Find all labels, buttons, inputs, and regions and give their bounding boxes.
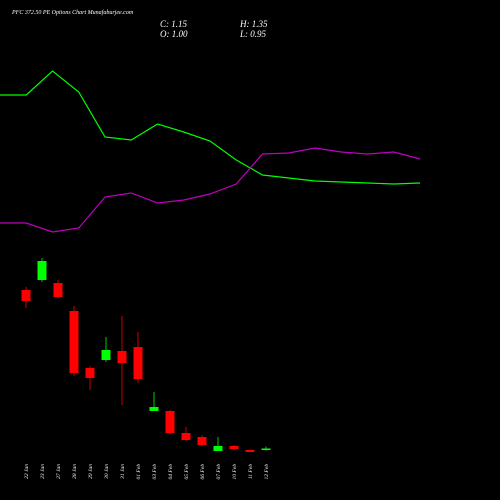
x-tick-label: 01 Feb — [136, 464, 142, 480]
x-tick-label: 28 Jan — [72, 464, 78, 479]
x-tick-label: 05 Feb — [184, 464, 190, 480]
candle-body — [245, 450, 255, 452]
x-tick-label: 23 Jan — [40, 464, 46, 479]
candle-body — [37, 261, 47, 280]
candle-body — [133, 347, 143, 379]
x-tick-label: 27 Jan — [56, 464, 62, 479]
candle-body — [69, 311, 79, 373]
candle-body — [85, 368, 95, 378]
candle-body — [181, 433, 191, 440]
chart-title: PFC 372.50 PE Options Chart Munafaburjee… — [11, 9, 134, 16]
x-tick-label: 07 Feb — [216, 464, 222, 480]
candle-body — [149, 407, 159, 411]
open-label: O: 1.00 — [160, 29, 188, 39]
x-tick-label: 22 Jan — [24, 464, 30, 479]
x-tick-label: 10 Feb — [232, 464, 238, 480]
candle-body — [261, 448, 271, 450]
low-label: L: 0.95 — [239, 29, 267, 39]
x-tick-label: 31 Jan — [120, 464, 126, 480]
close-label: C: 1.15 — [160, 19, 188, 29]
x-tick-label: 12 Feb — [264, 464, 270, 480]
x-tick-label: 06 Feb — [200, 464, 206, 480]
candle-body — [53, 283, 63, 297]
candle-body — [165, 411, 175, 433]
candle-body — [229, 446, 239, 449]
x-tick-label: 29 Jan — [88, 464, 94, 479]
high-label: H: 1.35 — [239, 19, 268, 29]
candle-body — [101, 350, 111, 360]
x-tick-label: 04 Feb — [167, 464, 174, 480]
candle-body — [21, 290, 31, 301]
x-tick-label: 11 Feb — [248, 464, 254, 479]
x-tick-label: 30 Jan — [104, 464, 110, 480]
x-tick-label: 03 Feb — [152, 464, 158, 480]
candle-body — [197, 437, 207, 445]
indicator-line — [0, 70, 421, 185]
candle-body — [213, 446, 223, 451]
indicator-line — [0, 147, 421, 233]
candle-body — [117, 351, 127, 363]
